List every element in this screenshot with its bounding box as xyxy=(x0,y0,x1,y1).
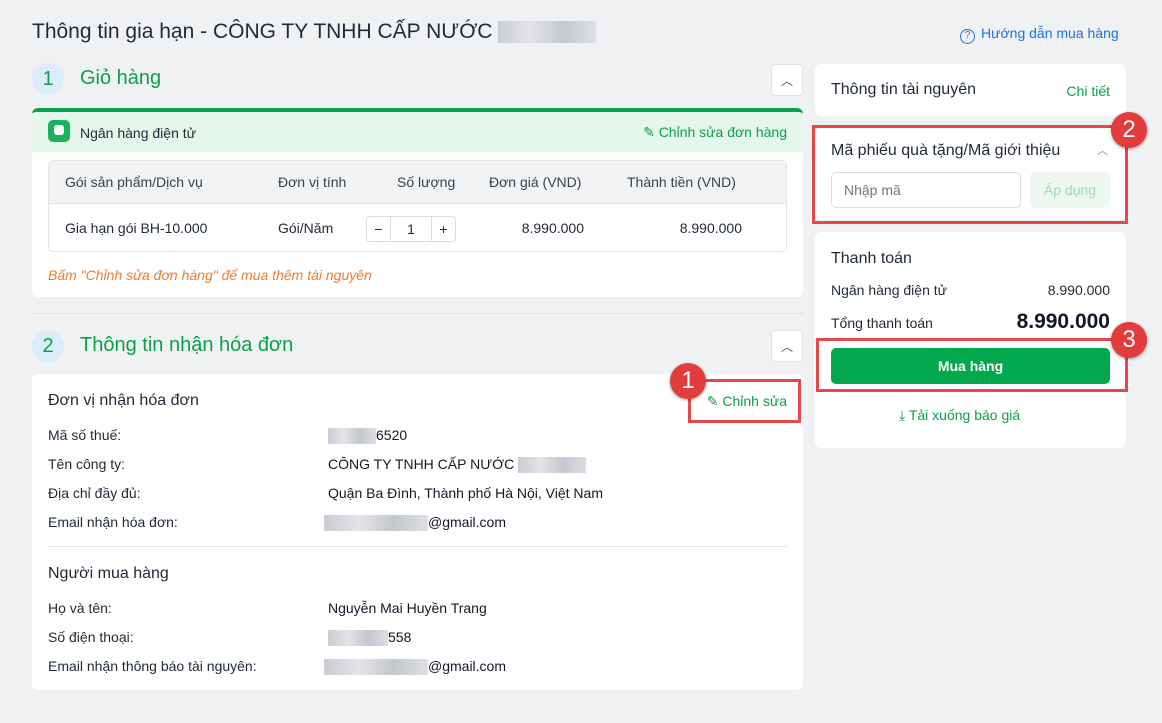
total-amount: 8.990.000 xyxy=(1016,310,1110,333)
question-icon: ? xyxy=(960,29,975,44)
buyer-name: Nguyễn Mai Huyền Trang xyxy=(328,600,487,616)
buy-button[interactable]: Mua hàng xyxy=(831,348,1110,384)
help-link[interactable]: ? Hướng dẫn mua hàng xyxy=(960,25,1119,44)
bank-icon xyxy=(48,120,70,142)
divider xyxy=(48,546,787,547)
edit-invoice-button[interactable]: ✎ Chỉnh sửa xyxy=(706,393,787,409)
apply-voucher-button[interactable]: Áp dụng xyxy=(1030,172,1110,208)
pencil-icon: ✎ xyxy=(643,124,655,140)
voucher-input[interactable] xyxy=(831,172,1021,208)
annotation-marker-1: 1 xyxy=(670,363,706,399)
tax-code: 6520 xyxy=(328,427,407,445)
annotation-marker-2: 2 xyxy=(1111,112,1147,148)
edit-order-link[interactable]: ✎ Chỉnh sửa đơn hàng xyxy=(643,124,787,140)
buyer-email: @gmail.com xyxy=(324,658,506,676)
table-header: Gói sản phẩm/Dịch vụ Đơn vị tính Số lượn… xyxy=(49,161,786,204)
cart-table: Gói sản phẩm/Dịch vụ Đơn vị tính Số lượn… xyxy=(48,160,787,252)
annotation-marker-3: 3 xyxy=(1111,322,1147,358)
quantity-stepper[interactable]: − 1 + xyxy=(366,216,456,242)
minus-button[interactable]: − xyxy=(367,217,391,241)
buyer-phone: 558 xyxy=(328,629,411,647)
cart-note: Bấm "Chỉnh sửa đơn hàng" để mua thêm tài… xyxy=(48,267,372,283)
invoice-card: Đơn vị nhận hóa đơn ✎ Chỉnh sửa Mã số th… xyxy=(32,374,803,690)
download-quote-link[interactable]: ⤓ Tải xuống báo giá xyxy=(899,407,1021,423)
annotation-box-3 xyxy=(816,338,1128,392)
company-name: CÔNG TY TNHH CẤP NƯỚC xyxy=(328,456,587,474)
step-number: 2 xyxy=(32,330,64,362)
buyer-title: Người mua hàng xyxy=(48,565,169,582)
download-icon: ⤓ xyxy=(899,407,906,423)
collapse-invoice-button[interactable]: ︿ xyxy=(771,330,803,362)
resource-card: Thông tin tài nguyên Chi tiết xyxy=(815,64,1126,116)
annotation-box-1 xyxy=(688,379,801,423)
cart-card: Ngân hàng điện tử ✎ Chỉnh sửa đơn hàng G… xyxy=(32,108,803,297)
payment-method-header: Ngân hàng điện tử ✎ Chỉnh sửa đơn hàng xyxy=(32,112,803,152)
address: Quận Ba Đình, Thành phố Hà Nội, Việt Nam xyxy=(328,485,603,501)
collapse-cart-button[interactable]: ︿ xyxy=(771,64,803,96)
resource-detail-link[interactable]: Chi tiết xyxy=(1066,83,1110,99)
chevron-up-icon[interactable]: ︿ xyxy=(1097,145,1108,157)
invoice-email: @gmail.com xyxy=(324,514,506,532)
section-title-invoice: Thông tin nhận hóa đơn xyxy=(80,334,294,356)
step-number: 1 xyxy=(32,63,64,95)
plus-button[interactable]: + xyxy=(431,217,455,241)
section-title-cart: Giỏ hàng xyxy=(80,67,162,89)
annotation-box-2 xyxy=(812,125,1128,224)
voucher-card: Mã phiếu quà tặng/Mã giới thiệu ︿ Áp dụn… xyxy=(815,128,1126,220)
pencil-icon: ✎ xyxy=(706,393,719,409)
page-title: Thông tin gia hạn - CÔNG TY TNHH CẤP NƯỚ… xyxy=(32,20,597,44)
divider xyxy=(32,313,803,314)
invoice-unit-title: Đơn vị nhận hóa đơn xyxy=(48,392,199,409)
table-row: Gia hạn gói BH-10.000 Gói/Năm − 1 + 8.99… xyxy=(49,204,786,251)
redacted xyxy=(498,21,597,44)
